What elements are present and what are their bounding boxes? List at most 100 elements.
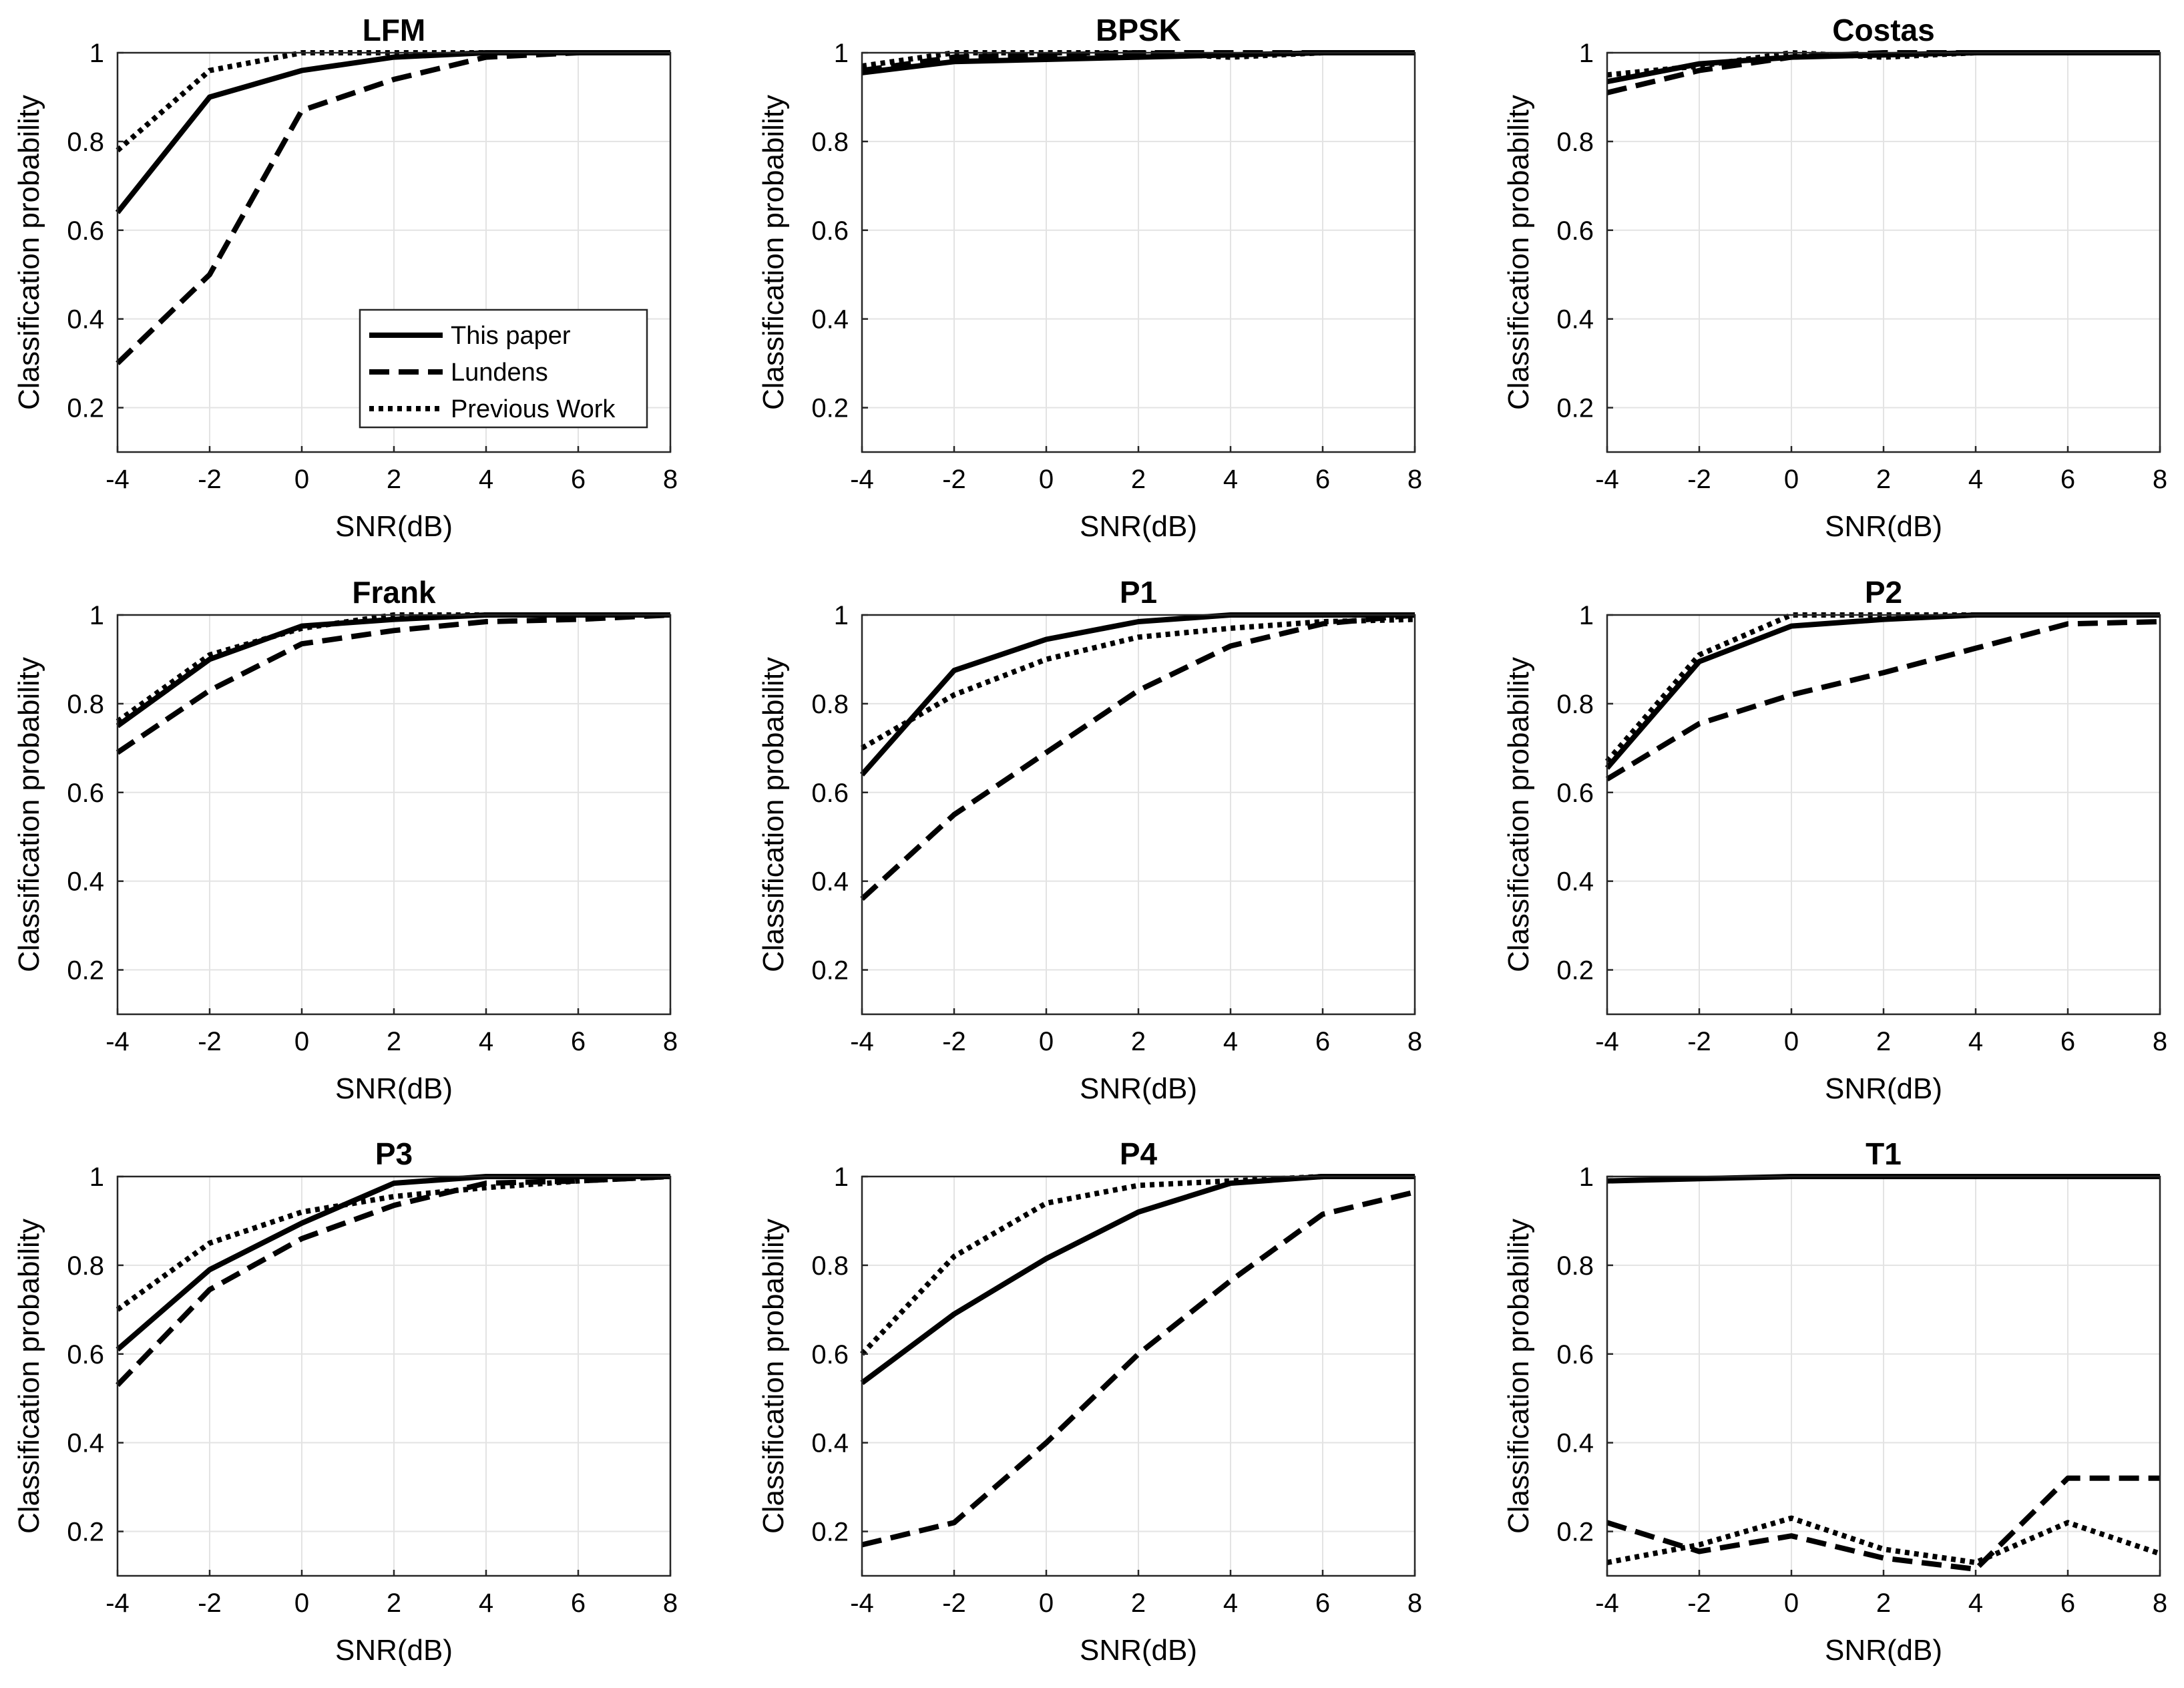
y-tick-label: 0.2 [1556, 956, 1594, 986]
x-axis-label: SNR(dB) [1825, 510, 1942, 543]
y-tick-label: 0.8 [67, 1251, 104, 1281]
x-tick-label: -4 [1595, 1589, 1619, 1618]
y-tick-label: 0.4 [811, 867, 849, 897]
y-tick-label: 0.6 [67, 1340, 104, 1369]
y-tick-label: 0.8 [811, 690, 849, 719]
y-tick-label: 0.8 [1556, 690, 1594, 719]
subplot-p1: -4 -2 0 2 4 6 8 0.2 0.4 0.6 0.8 1 P1 SNR(dB) Classific… [757, 575, 1422, 1105]
y-tick-label: 0.6 [1556, 1340, 1594, 1369]
y-tick-label: 0.4 [67, 305, 104, 335]
series-line-lundens [116, 612, 671, 755]
series-line-lundens [1606, 1475, 2160, 1572]
x-tick-label: 8 [1407, 465, 1422, 494]
panel-title: P1 [1120, 575, 1157, 610]
x-tick-label: -2 [198, 465, 222, 494]
x-axis-label: SNR(dB) [335, 510, 453, 543]
x-tick-label: -2 [198, 1589, 222, 1618]
x-axis-label: SNR(dB) [1080, 1634, 1197, 1667]
x-tick-label: 4 [1968, 1589, 1983, 1618]
x-tick-label: 2 [1131, 465, 1146, 494]
x-tick-label: 8 [2153, 1027, 2167, 1056]
y-tick-label: 0.2 [1556, 1518, 1594, 1547]
y-tick-label: 0.8 [67, 690, 104, 719]
series-line-lundens [861, 1189, 1415, 1548]
y-tick-label: 1 [1579, 39, 1594, 68]
x-tick-label: -4 [105, 465, 130, 494]
legend-label: Previous Work [451, 395, 616, 423]
subplot-t1: -4 -2 0 2 4 6 8 0.2 0.4 0.6 0.8 1 T1 SNR(dB) Classific… [1502, 1136, 2167, 1667]
subplot-costas: -4 -2 0 2 4 6 8 0.2 0.4 0.6 0.8 1 Costas SNR(dB) Class… [1502, 13, 2167, 543]
y-tick-label: 0.6 [811, 1340, 849, 1369]
y-axis-label: Classification probability [757, 95, 790, 410]
x-tick-label: -4 [1595, 1027, 1619, 1056]
subplot-p3: -4 -2 0 2 4 6 8 0.2 0.4 0.6 0.8 1 P3 SNR(dB) Classific… [13, 1136, 678, 1667]
y-axis-label: Classification probability [757, 1219, 790, 1534]
y-tick-label: 0.4 [1556, 1429, 1594, 1458]
panel-title: P2 [1865, 575, 1902, 610]
panel-title: Frank [352, 575, 436, 610]
x-tick-label: 4 [1968, 465, 1983, 494]
y-tick-label: 0.6 [67, 779, 104, 808]
x-tick-label: -2 [1687, 1589, 1711, 1618]
panel-title: P4 [1120, 1136, 1158, 1171]
y-tick-label: 0.8 [1556, 1251, 1594, 1281]
legend-label: Lundens [451, 359, 548, 387]
legend: This paper Lundens Previous Work [359, 308, 648, 429]
x-tick-label: -4 [850, 1589, 874, 1618]
y-tick-label: 1 [834, 39, 849, 68]
x-tick-label: 6 [1315, 1589, 1330, 1618]
series-line-previous-work [860, 616, 1415, 751]
panel-title: LFM [363, 13, 426, 47]
x-tick-label: 2 [387, 1589, 401, 1618]
x-tick-label: -2 [942, 1589, 966, 1618]
x-tick-label: 2 [1876, 1589, 1891, 1618]
y-tick-label: 0.6 [67, 216, 104, 246]
y-axis-label: Classification probability [1502, 657, 1535, 972]
x-tick-label: 0 [1039, 1589, 1054, 1618]
x-tick-label: -4 [1595, 465, 1619, 494]
y-tick-label: 0.4 [811, 1429, 849, 1458]
subplot-p4: -4 -2 0 2 4 6 8 0.2 0.4 0.6 0.8 1 P4 SNR(dB) Classific… [757, 1136, 1422, 1667]
series-line-previous-work [860, 1174, 1415, 1356]
x-tick-label: 6 [2060, 1589, 2075, 1618]
x-tick-label: 0 [1039, 1027, 1054, 1056]
x-tick-label: 0 [294, 1589, 309, 1618]
x-tick-label: 8 [2153, 1589, 2167, 1618]
x-tick-label: 4 [479, 1027, 493, 1056]
y-axis-label: Classification probability [13, 1219, 45, 1534]
y-tick-label: 0.2 [67, 394, 104, 423]
x-axis-label: SNR(dB) [335, 1634, 453, 1667]
y-tick-label: 0.4 [67, 867, 104, 897]
y-axis-label: Classification probability [13, 657, 45, 972]
panel-title: Costas [1832, 13, 1934, 47]
y-tick-label: 0.4 [1556, 867, 1594, 897]
x-tick-label: 0 [1784, 1027, 1799, 1056]
y-tick-label: 1 [89, 1163, 104, 1192]
x-axis-label: SNR(dB) [1080, 1072, 1197, 1105]
x-tick-label: 2 [387, 1027, 401, 1056]
x-tick-label: 0 [1784, 465, 1799, 494]
series-line-previous-work [116, 1174, 671, 1312]
x-tick-label: 6 [1315, 1027, 1330, 1056]
x-tick-label: 2 [1131, 1027, 1146, 1056]
x-tick-label: 0 [1784, 1589, 1799, 1618]
y-axis-label: Classification probability [757, 657, 790, 972]
x-tick-label: 6 [571, 1027, 586, 1056]
x-axis-label: SNR(dB) [335, 1072, 453, 1105]
y-tick-label: 0.2 [811, 394, 849, 423]
x-tick-label: -2 [942, 465, 966, 494]
subplot-frank: -4 -2 0 2 4 6 8 0.2 0.4 0.6 0.8 1 Frank SNR(dB) Classi… [13, 575, 678, 1105]
x-tick-label: 4 [1223, 465, 1238, 494]
y-tick-label: 0.8 [811, 128, 849, 157]
x-tick-label: 2 [1131, 1589, 1146, 1618]
x-tick-label: 6 [571, 1589, 586, 1618]
y-tick-label: 0.6 [811, 216, 849, 246]
x-axis-label: SNR(dB) [1825, 1634, 1942, 1667]
y-tick-label: 1 [834, 601, 849, 630]
x-axis-label: SNR(dB) [1825, 1072, 1942, 1105]
x-tick-label: 8 [2153, 465, 2167, 494]
subplot-lfm: -4 -2 0 2 4 6 8 0.2 0.4 0.6 0.8 1 LFM SNR(dB) Classifi… [13, 13, 678, 543]
x-tick-label: -2 [942, 1027, 966, 1056]
y-tick-label: 0.6 [1556, 216, 1594, 246]
